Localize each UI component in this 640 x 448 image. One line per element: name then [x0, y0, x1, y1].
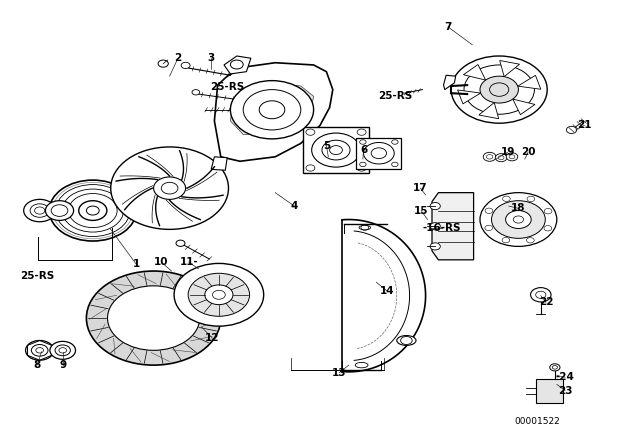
- Polygon shape: [214, 63, 333, 161]
- Text: 1: 1: [132, 259, 140, 269]
- Text: 20: 20: [521, 147, 535, 157]
- Circle shape: [230, 81, 314, 139]
- Ellipse shape: [397, 336, 416, 345]
- Circle shape: [492, 201, 545, 238]
- Text: 4: 4: [291, 201, 298, 211]
- Circle shape: [45, 201, 74, 220]
- Circle shape: [158, 60, 168, 67]
- Polygon shape: [356, 138, 401, 169]
- Circle shape: [176, 240, 185, 246]
- Text: -24: -24: [556, 372, 575, 382]
- Polygon shape: [500, 60, 520, 77]
- Text: 7: 7: [444, 22, 452, 32]
- Text: 10: 10: [154, 257, 168, 267]
- Circle shape: [506, 211, 531, 228]
- Text: 25-RS: 25-RS: [378, 91, 412, 101]
- Circle shape: [188, 273, 250, 316]
- Circle shape: [50, 341, 76, 359]
- Circle shape: [108, 286, 200, 350]
- Text: 22: 22: [539, 297, 553, 307]
- Text: 5: 5: [323, 141, 330, 151]
- Circle shape: [26, 340, 54, 360]
- Polygon shape: [513, 99, 535, 115]
- Circle shape: [192, 90, 200, 95]
- Circle shape: [364, 142, 394, 164]
- Circle shape: [205, 285, 233, 305]
- Circle shape: [480, 76, 518, 103]
- Text: 13: 13: [332, 368, 346, 378]
- Text: 12: 12: [205, 333, 220, 343]
- Text: 11-: 11-: [179, 257, 198, 267]
- Polygon shape: [432, 193, 474, 260]
- Circle shape: [480, 193, 557, 246]
- Circle shape: [451, 56, 547, 123]
- Text: 3: 3: [207, 53, 215, 63]
- Circle shape: [550, 364, 560, 371]
- Text: 25-RS: 25-RS: [210, 82, 244, 92]
- Circle shape: [24, 199, 56, 222]
- Text: 00001522: 00001522: [515, 417, 561, 426]
- Circle shape: [430, 243, 440, 250]
- Text: 19: 19: [500, 147, 515, 157]
- Circle shape: [49, 180, 136, 241]
- Text: 17: 17: [413, 183, 428, 193]
- Text: 6: 6: [360, 145, 367, 155]
- Polygon shape: [230, 83, 314, 134]
- Polygon shape: [303, 127, 369, 173]
- Text: 14: 14: [380, 286, 394, 296]
- Polygon shape: [518, 75, 541, 89]
- Text: 8: 8: [33, 360, 41, 370]
- Polygon shape: [444, 75, 456, 90]
- Text: 18: 18: [511, 203, 525, 213]
- Polygon shape: [536, 379, 563, 403]
- Circle shape: [430, 223, 440, 230]
- Polygon shape: [458, 90, 481, 104]
- Circle shape: [174, 263, 264, 326]
- Circle shape: [86, 271, 221, 365]
- Polygon shape: [479, 103, 499, 119]
- Circle shape: [111, 147, 228, 229]
- Polygon shape: [463, 65, 486, 80]
- Circle shape: [506, 153, 518, 161]
- Circle shape: [312, 133, 360, 167]
- Text: 25-RS: 25-RS: [20, 271, 54, 280]
- Polygon shape: [224, 56, 251, 74]
- Circle shape: [483, 152, 496, 161]
- Text: 15: 15: [414, 206, 428, 215]
- Text: -16-RS: -16-RS: [422, 224, 461, 233]
- Circle shape: [531, 288, 551, 302]
- Circle shape: [495, 154, 507, 162]
- Circle shape: [181, 62, 190, 69]
- Polygon shape: [211, 157, 227, 170]
- Text: 23: 23: [558, 386, 572, 396]
- Text: 2: 2: [174, 53, 182, 63]
- Circle shape: [566, 126, 577, 134]
- Text: 21: 21: [577, 121, 591, 130]
- Text: 9: 9: [59, 360, 67, 370]
- Circle shape: [430, 202, 440, 210]
